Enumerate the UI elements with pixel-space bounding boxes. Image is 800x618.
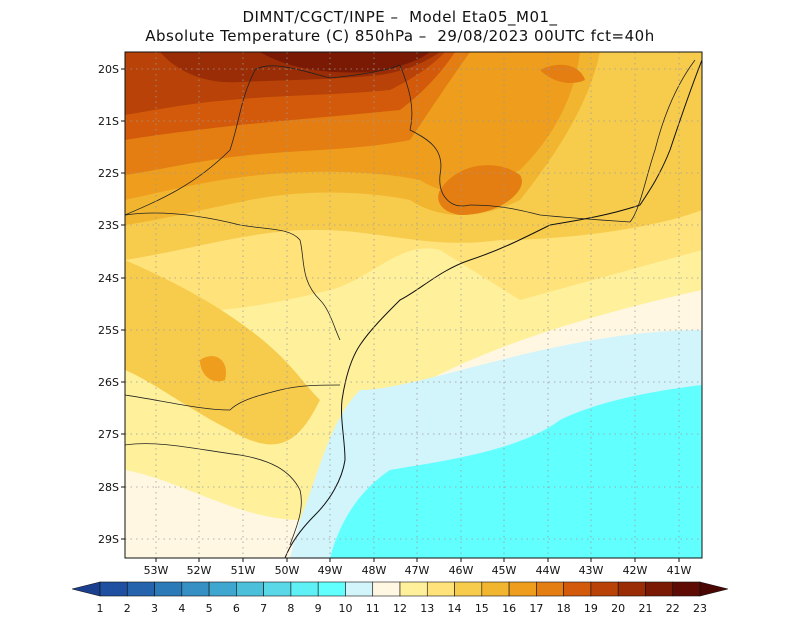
lat-label: 20S: [98, 63, 119, 76]
colorbar-swatch: [481, 581, 510, 597]
state-border-b: [399, 64, 471, 207]
colorbar-swatch: [290, 581, 319, 597]
colorbar-swatch: [617, 581, 646, 597]
graticule: [125, 52, 702, 558]
colorbar-swatch: [263, 581, 292, 597]
colorbar-label: 23: [693, 602, 707, 615]
lon-label: 52W: [187, 564, 212, 577]
colorbar-swatch: [126, 581, 155, 597]
lon-label: 51W: [231, 564, 256, 577]
lon-label: 47W: [405, 564, 430, 577]
axis-ticks: [121, 68, 680, 562]
colorbar-label: 11: [366, 602, 380, 615]
colorbar-label: 20: [611, 602, 625, 615]
colorbar-label: 9: [315, 602, 322, 615]
lon-label: 46W: [449, 564, 474, 577]
colorbar-label: 2: [124, 602, 131, 615]
colorbar-label: 3: [151, 602, 158, 615]
colorbar-label: 5: [206, 602, 213, 615]
colorbar-swatch: [181, 581, 210, 597]
field-band-15b: [125, 260, 320, 445]
state-border-e: [125, 443, 302, 546]
lon-label: 53W: [144, 564, 169, 577]
colorbar-swatch: [154, 581, 183, 597]
colorbar-label: 10: [338, 602, 352, 615]
state-border-a: [125, 64, 401, 216]
field-blob-18b: [540, 64, 585, 83]
coastline-path: [284, 59, 702, 558]
lon-label: 48W: [362, 564, 387, 577]
colorbar-label: 4: [178, 602, 185, 615]
colorbar-swatch: [426, 581, 455, 597]
colorbar-label: 14: [448, 602, 462, 615]
colorbar-label: 19: [584, 602, 598, 615]
field-blob-18: [438, 165, 522, 215]
colorbar-label: 7: [260, 602, 267, 615]
boundaries: [125, 59, 696, 546]
lon-labels: 53W 52W 51W 50W 49W 48W 47W 46W 45W 44W …: [144, 564, 692, 577]
colorbar: 1 2 3 4 5 6 7 8 9 10 11 12 13 14 15 16 17 18 19 20 21 22 23: [71, 581, 729, 615]
lat-label: 25S: [98, 324, 119, 337]
colorbar-swatch: [536, 581, 564, 597]
colorbar-swatch: [317, 581, 346, 597]
field-band-10: [330, 385, 702, 558]
lat-label: 27S: [98, 428, 119, 441]
lat-label: 24S: [98, 272, 119, 285]
colorbar-label: 16: [502, 602, 516, 615]
colorbar-swatch: [399, 581, 428, 597]
colorbar-arrow-high: [699, 581, 729, 597]
state-border-c: [125, 212, 341, 341]
lon-label: 43W: [579, 564, 604, 577]
colorbar-swatch: [590, 581, 619, 597]
lat-labels: 20S 21S 22S 23S 24S 25S 26S 27S 28S 29S: [98, 63, 119, 546]
colorbar-label: 13: [420, 602, 434, 615]
colorbar-swatch: [236, 581, 264, 597]
colorbar-swatch: [99, 581, 128, 597]
coastline: [284, 59, 702, 558]
lon-label: 44W: [536, 564, 561, 577]
colorbar-label: 22: [666, 602, 680, 615]
field-blob-17: [200, 356, 226, 382]
lon-label: 50W: [275, 564, 300, 577]
lat-label: 23S: [98, 219, 119, 232]
lon-label: 42W: [623, 564, 648, 577]
temperature-field: [125, 52, 702, 558]
colorbar-label: 18: [557, 602, 571, 615]
chart-title-line2: Absolute Temperature (C) 850hPa – 29/08/…: [145, 27, 655, 45]
colorbar-label: 21: [638, 602, 652, 615]
colorbar-swatch: [372, 581, 401, 597]
colorbar-label: 12: [393, 602, 407, 615]
colorbar-swatch: [345, 581, 374, 597]
colorbar-label: 1: [97, 602, 104, 615]
colorbar-swatch: [208, 581, 237, 597]
lon-label: 49W: [318, 564, 343, 577]
lat-label: 26S: [98, 376, 119, 389]
chart-title-line1: DIMNT/CGCT/INPE – Model Eta05_M01_: [242, 8, 558, 26]
colorbar-swatch: [454, 581, 483, 597]
colorbar-swatch: [508, 581, 537, 597]
colorbar-swatch: [563, 581, 592, 597]
colorbar-label: 17: [529, 602, 543, 615]
map-frame: [124, 51, 703, 559]
lat-label: 29S: [98, 533, 119, 546]
state-border-f: [469, 59, 696, 223]
colorbar-swatch: [672, 581, 701, 597]
lat-label: 22S: [98, 167, 119, 180]
colorbar-label: 15: [475, 602, 489, 615]
state-border-d: [125, 384, 341, 411]
lat-label: 28S: [98, 481, 119, 494]
colorbar-swatch: [645, 581, 674, 597]
lat-label: 21S: [98, 115, 119, 128]
lon-label: 45W: [492, 564, 517, 577]
lon-label: 41W: [667, 564, 692, 577]
colorbar-label: 8: [287, 602, 294, 615]
colorbar-label: 6: [233, 602, 240, 615]
colorbar-arrow-low: [71, 581, 101, 597]
field-band-22: [260, 52, 430, 73]
